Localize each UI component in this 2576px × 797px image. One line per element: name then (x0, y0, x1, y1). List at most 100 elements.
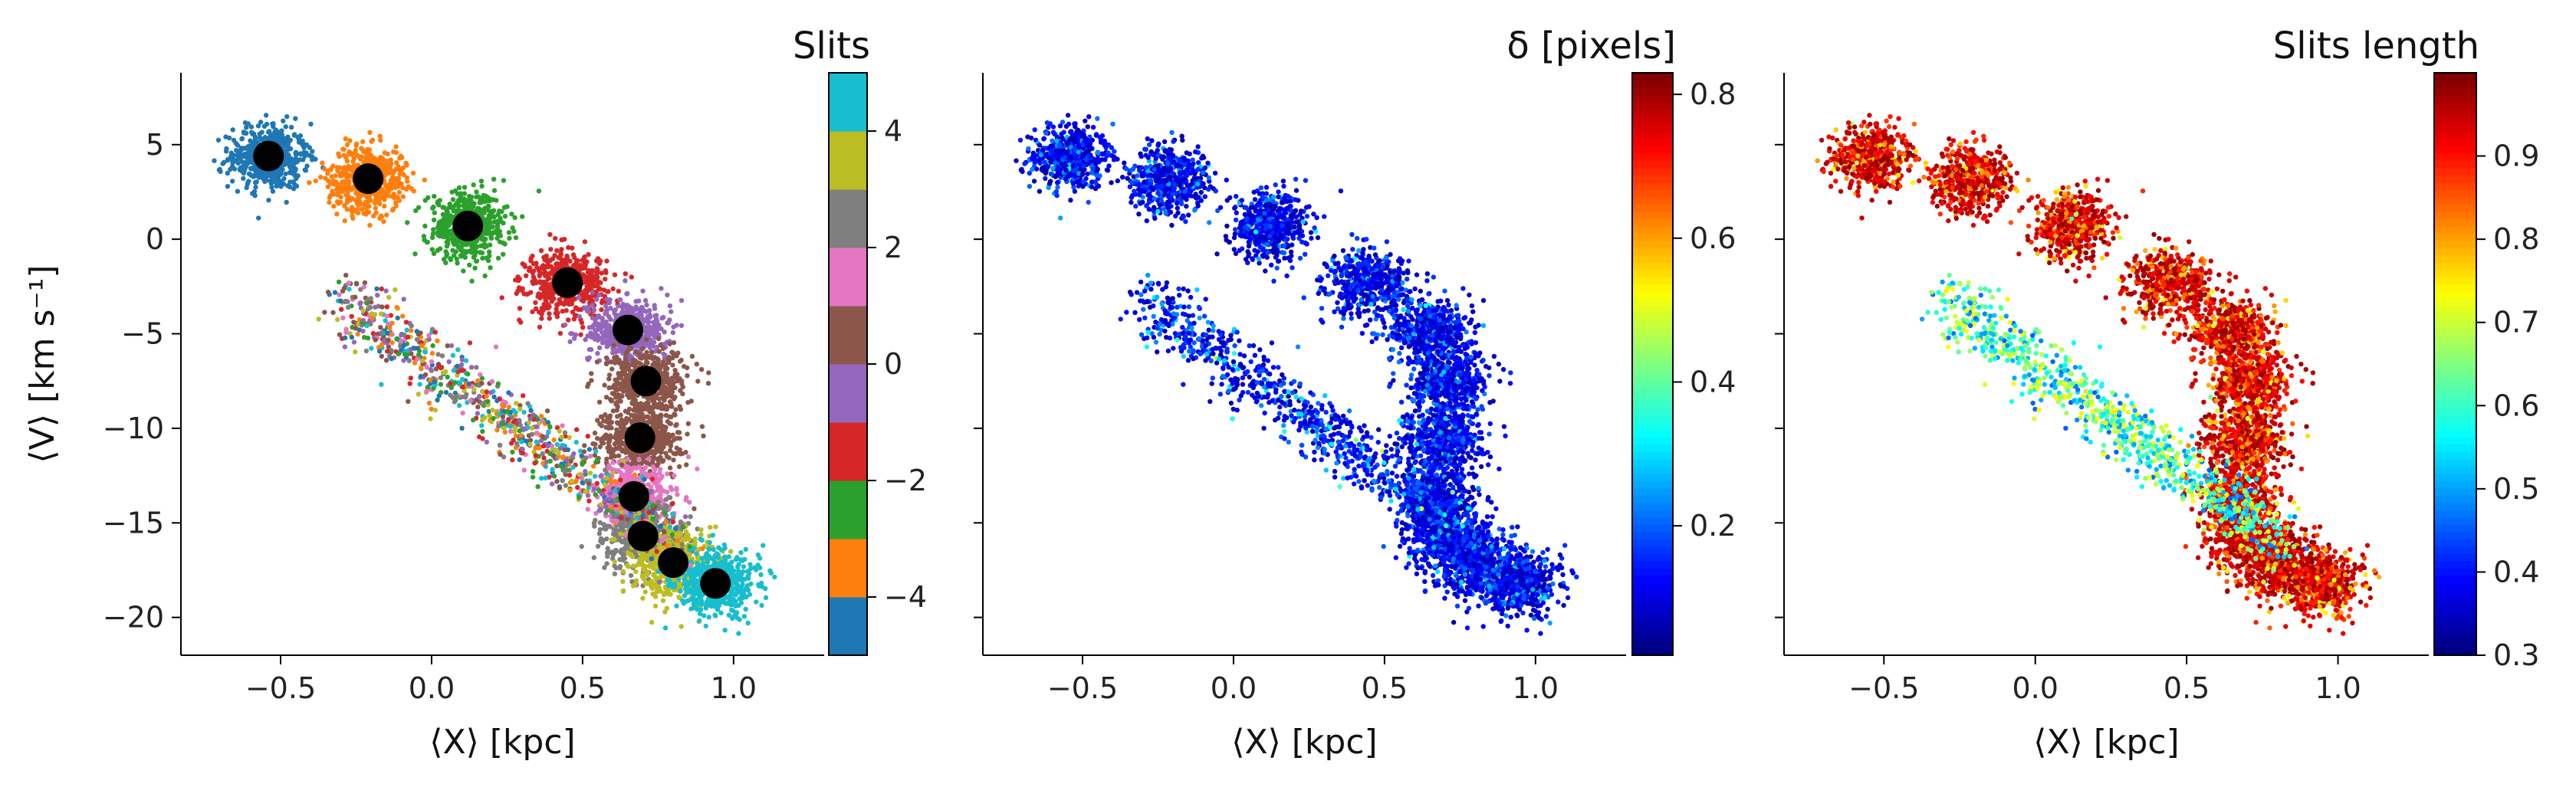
scatter-point (484, 229, 490, 235)
scatter-point (606, 425, 611, 431)
scatter-point (422, 177, 427, 183)
scatter-point (410, 170, 416, 176)
scatter-point (607, 297, 613, 303)
scatter-point (599, 307, 604, 313)
scatter-point (392, 195, 397, 201)
scatter-point (361, 211, 366, 216)
scatter-point (330, 189, 335, 194)
scatter-point (228, 156, 233, 162)
scatter-point (600, 319, 606, 324)
scatter-point (632, 406, 637, 412)
scatter-point (488, 265, 493, 271)
scatter-point (694, 361, 699, 367)
scatter-point (382, 150, 387, 156)
scatter-point (576, 295, 582, 300)
scatter-point (248, 143, 253, 149)
scatter-point (603, 308, 609, 314)
scatter-point (610, 286, 616, 292)
scatter-point (253, 185, 258, 190)
scatter-point (231, 153, 237, 158)
scatter-point (597, 520, 603, 526)
scatter-point (542, 255, 547, 261)
scatter-point (498, 219, 504, 225)
scatter-point (610, 366, 615, 372)
scatter-point (393, 181, 399, 187)
scatter-point (513, 235, 519, 241)
scatter-point (252, 138, 258, 144)
scatter-point (242, 120, 248, 126)
scatter-point (604, 360, 610, 366)
scatter-point (353, 208, 359, 215)
scatter-point (590, 315, 595, 321)
scatter-point (491, 176, 497, 182)
scatter-point (594, 435, 600, 441)
scatter-point (293, 166, 298, 172)
scatter-point (258, 120, 264, 125)
scatter-point (596, 531, 602, 536)
scatter-point (396, 198, 402, 203)
scatter-point (689, 353, 695, 359)
scatter-point (570, 297, 576, 303)
scatter-point (596, 345, 603, 350)
scatter-point (235, 157, 240, 163)
scatter-point (288, 166, 294, 172)
scatter-point (354, 141, 360, 146)
scatter-point (661, 376, 667, 382)
scatter-point (673, 423, 678, 428)
scatter-point (294, 150, 299, 156)
scatter-point (400, 185, 406, 191)
scatter-point (650, 416, 656, 422)
scatter-point (620, 389, 626, 394)
scatter-point (447, 219, 452, 225)
scatter-point (679, 381, 685, 387)
scatter-point (360, 192, 365, 197)
scatter-point (480, 255, 485, 261)
scatter-point (582, 278, 587, 284)
scatter-point (665, 292, 670, 298)
scatter-point (698, 527, 704, 533)
scatter-point (603, 355, 610, 361)
scatter-point (539, 316, 544, 321)
scatter-point (327, 199, 332, 205)
scatter-point (666, 354, 672, 360)
scatter-point (646, 456, 652, 461)
scatter-point (380, 189, 386, 195)
scatter-point (598, 536, 604, 541)
scatter-point (273, 127, 279, 133)
scatter-point (608, 305, 613, 311)
scatter-point (632, 358, 638, 363)
scatter-point (518, 320, 524, 325)
scatter-point (641, 415, 646, 421)
scatter-point (284, 114, 290, 120)
scatter-point (283, 171, 288, 177)
scatter-point (393, 144, 399, 149)
scatter-point (453, 249, 458, 254)
scatter-point (549, 299, 554, 304)
scatter-point (444, 239, 449, 245)
scatter-point (537, 295, 543, 301)
scatter-point (598, 280, 603, 285)
scatter-point (649, 349, 655, 356)
scatter-point (609, 419, 614, 425)
scatter-point (293, 116, 298, 121)
scatter-point (405, 220, 410, 225)
scatter-point (437, 233, 442, 239)
scatter-point (621, 303, 626, 309)
scatter-point (555, 310, 560, 316)
scatter-point (491, 197, 496, 202)
scatter-point (344, 207, 350, 212)
scatter-point (308, 121, 314, 127)
scatter-point (347, 149, 352, 155)
scatter-point (353, 163, 359, 169)
scatter-point (649, 619, 655, 625)
scatter-point (684, 494, 689, 500)
scatter-point (670, 350, 675, 356)
scatter-point (495, 220, 500, 225)
scatter-point (667, 465, 673, 471)
scatter-point (609, 537, 615, 543)
scatter-point (636, 457, 642, 462)
scatter-point (602, 434, 607, 439)
scatter-point (283, 124, 288, 130)
scatter-point (259, 130, 264, 135)
